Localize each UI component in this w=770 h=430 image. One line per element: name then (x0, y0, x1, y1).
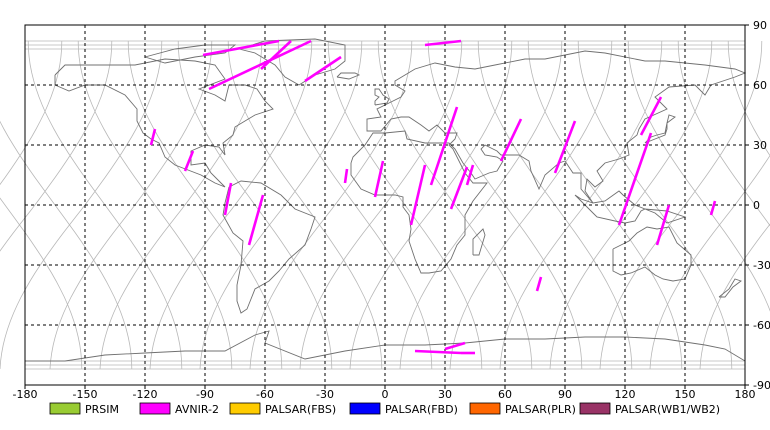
x-tick-label: 120 (615, 388, 636, 401)
x-tick-label: -180 (13, 388, 38, 401)
australia-outline (612, 226, 692, 282)
antarctica-outline (25, 330, 746, 362)
y-tick-label: 30 (753, 139, 767, 152)
avnir2-swath (343, 168, 349, 184)
avnir2-swath (304, 55, 342, 83)
coastlines (25, 38, 747, 362)
avnir2-swath (639, 96, 663, 136)
orbit-track (227, 40, 383, 370)
orbit-track (99, 40, 263, 370)
japan-outline (644, 114, 676, 144)
legend-label: PALSAR(PLR) (505, 403, 576, 416)
avnir2-swath (499, 118, 523, 162)
legend-swatch (579, 402, 611, 415)
legend-label: AVNIR-2 (175, 403, 219, 416)
orbit-track (727, 40, 770, 157)
orbit-track (699, 223, 770, 370)
x-tick-label: -60 (256, 388, 274, 401)
x-tick-label: -150 (73, 388, 98, 401)
avnir2-swath (535, 276, 543, 292)
x-tick-label: 60 (498, 388, 512, 401)
latitude-tick-labels: 90 60 30 0 -30 -60 -90 (745, 19, 770, 392)
avnir2-swath (655, 204, 671, 246)
orbit-track (449, 40, 613, 370)
orbit-track (77, 40, 233, 370)
y-tick-label: -30 (753, 259, 770, 272)
x-tick-label: -120 (133, 388, 158, 401)
y-tick-label: 90 (753, 19, 767, 32)
legend-swatch (49, 402, 81, 415)
legend-swatch (469, 402, 501, 415)
legend-label: PALSAR(WB1/WB2) (615, 403, 720, 416)
greenland-outline (238, 38, 346, 86)
orbit-track (0, 120, 133, 370)
x-tick-label: -30 (316, 388, 334, 401)
legend-label: PALSAR(FBS) (265, 403, 336, 416)
orbit-track (0, 40, 63, 186)
avnir2-swath (247, 194, 265, 246)
orbit-track (677, 40, 770, 227)
africa-europe-asia-outline (350, 50, 747, 274)
avnir2-swath (373, 160, 385, 198)
orbit-track (399, 40, 563, 370)
legend-swatch (229, 402, 261, 415)
britain-outline (374, 88, 390, 106)
x-tick-label: 150 (675, 388, 696, 401)
legend: PRSIM AVNIR-2 PALSAR(FBS) PALSAR(FBD) PALSAR… (49, 402, 720, 416)
madagascar-outline (472, 228, 486, 256)
avnir2-swath (149, 128, 157, 146)
south-america-outline (222, 180, 316, 314)
avnir2-swath (553, 120, 577, 174)
avnir2-swath (414, 349, 462, 355)
avnir2-swath (183, 150, 195, 172)
avnir2-swath (709, 200, 717, 216)
avnir2-swath (449, 166, 469, 210)
x-tick-label: 30 (438, 388, 452, 401)
avnir2-swath (429, 106, 459, 186)
avnir2-swath (208, 39, 312, 91)
y-tick-label: 0 (753, 199, 760, 212)
legend-label: PRSIM (85, 403, 119, 416)
legend-label: PALSAR(FBD) (385, 403, 458, 416)
y-tick-label: -90 (753, 379, 770, 392)
iceland-outline (336, 72, 361, 80)
avnir2-swath (424, 39, 462, 47)
y-tick-label: -60 (753, 319, 770, 332)
legend-swatch (349, 402, 381, 415)
new-zealand-outline (718, 278, 742, 298)
avnir2-swath (202, 39, 280, 57)
x-tick-label: -90 (196, 388, 214, 401)
longitude-tick-labels: -180 -150 -120 -90 -60 -30 0 30 60 90 120 150 180 (13, 385, 756, 401)
north-america-outline (54, 58, 274, 188)
x-tick-label: 180 (735, 388, 756, 401)
orbit-track (377, 40, 533, 370)
lat-lon-grid (25, 25, 745, 385)
observation-swaths (149, 39, 717, 355)
avnir2-swath (260, 40, 292, 70)
avnir2-swath (617, 132, 653, 226)
avnir2-swath (444, 341, 466, 351)
y-tick-label: 60 (753, 79, 767, 92)
legend-swatch (139, 402, 171, 415)
orbit-track (527, 40, 683, 370)
avnir2-swath (465, 164, 475, 186)
orbit-track (149, 40, 313, 370)
x-tick-label: 90 (558, 388, 572, 401)
orbit-track (0, 197, 83, 370)
x-tick-label: 0 (382, 388, 389, 401)
orbit-track (0, 40, 113, 252)
avnir2-swath (223, 182, 233, 216)
avnir2-swath (409, 164, 427, 226)
